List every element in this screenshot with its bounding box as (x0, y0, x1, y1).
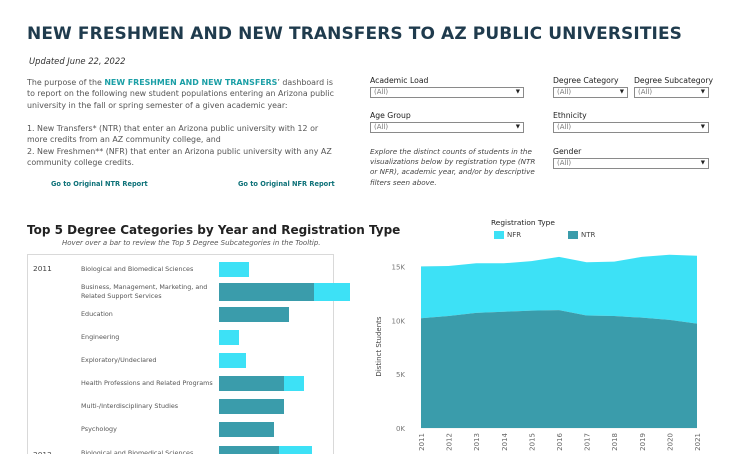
area-ntr[interactable] (421, 310, 697, 428)
distinct-students-area-chart[interactable]: 0K 5K 10K 15K 2011 2012 2013 2014 2015 2016 2017 20… (360, 245, 710, 454)
chevron-down-icon: ▼ (700, 160, 705, 166)
year-label-2012: 2012 (33, 450, 52, 454)
gender-select[interactable]: (All) ▼ (553, 158, 709, 169)
legend-label-nfr[interactable]: NFR (507, 231, 522, 239)
degree-category-label: Exploratory/Undeclared (81, 356, 157, 364)
bar-ntr[interactable] (219, 446, 279, 454)
x-tick-label: 2020 (666, 433, 674, 451)
academic-load-label: Academic Load (370, 76, 429, 85)
top5-title: Top 5 Degree Categories by Year and Regi… (27, 223, 401, 237)
degree-category-label: Engineering (81, 333, 120, 341)
academic-load-select[interactable]: (All) ▼ (370, 87, 524, 98)
bar-nfr[interactable] (219, 330, 239, 345)
degree-category-label: Biological and Biomedical Sciences (81, 265, 194, 273)
updated-date: Updated June 22, 2022 (29, 56, 126, 66)
ethnicity-select[interactable]: (All) ▼ (553, 122, 709, 133)
age-group-label: Age Group (370, 111, 411, 120)
go-to-ntr-report-link[interactable]: Go to Original NTR Report (51, 180, 148, 188)
legend-swatch-ntr[interactable] (568, 231, 578, 239)
chevron-down-icon: ▼ (515, 89, 520, 95)
bar-ntr[interactable] (219, 376, 284, 391)
degree-category-filter: Degree Category (All) ▼ (553, 76, 628, 98)
gender-label: Gender (553, 147, 582, 156)
age-group-filter: Age Group (All) ▼ (370, 111, 524, 133)
x-tick-label: 2016 (556, 432, 564, 450)
top5-bar-table: 2011 2012 Biological and Biomedical Scie… (27, 254, 350, 454)
year-label-2011: 2011 (33, 264, 52, 273)
bar-nfr[interactable] (219, 262, 249, 277)
degree-category-select[interactable]: (All) ▼ (553, 87, 628, 98)
y-axis-label: Distinct Students (375, 316, 383, 376)
academic-load-value: (All) (374, 88, 389, 96)
x-tick-label: 2019 (639, 433, 647, 451)
chevron-down-icon: ▼ (515, 124, 520, 130)
degree-subcategory-filter: Degree Subcategory (All) ▼ (634, 76, 714, 98)
chevron-down-icon: ▼ (700, 124, 705, 130)
gender-filter: Gender (All) ▼ (553, 147, 709, 169)
bar-nfr[interactable] (219, 353, 246, 368)
legend-swatch-nfr[interactable] (494, 231, 504, 239)
x-tick-label: 2015 (528, 433, 536, 451)
degree-category-label: Degree Category (553, 76, 619, 85)
y-tick-label: 15K (392, 264, 406, 272)
degree-category-value: (All) (557, 88, 572, 96)
x-tick-label: 2017 (584, 433, 592, 451)
gender-value: (All) (557, 159, 572, 167)
x-tick-label: 2013 (473, 433, 481, 451)
intro-suffix: ’ dashboard is to report on the followin… (27, 78, 334, 110)
intro-highlight: NEW FRESHMEN AND NEW TRANSFERS (104, 78, 278, 87)
chevron-down-icon: ▼ (619, 89, 624, 95)
x-tick-label: 2014 (501, 432, 509, 450)
legend-label-ntr[interactable]: NTR (581, 231, 596, 239)
legend-title: Registration Type (491, 218, 555, 227)
y-tick-label: 0K (396, 425, 405, 433)
age-group-select[interactable]: (All) ▼ (370, 122, 524, 133)
degree-category-label: Education (81, 310, 113, 318)
age-group-value: (All) (374, 123, 389, 131)
intro-paragraph: The purpose of the NEW FRESHMEN AND NEW … (27, 77, 339, 111)
page-title: NEW FRESHMEN AND NEW TRANSFERS TO AZ PUB… (27, 24, 682, 44)
degree-category-label: Health Professions and Related Programs (81, 379, 213, 387)
explore-instructions: Explore the distinct counts of students … (370, 147, 536, 187)
x-tick-label: 2011 (418, 433, 426, 451)
y-tick-label: 5K (396, 371, 405, 379)
ethnicity-value: (All) (557, 123, 572, 131)
y-tick-label: 10K (392, 317, 406, 325)
bar-nfr[interactable] (284, 376, 304, 391)
bar-ntr[interactable] (219, 399, 284, 414)
ethnicity-label: Ethnicity (553, 111, 587, 120)
x-tick-label: 2018 (611, 433, 619, 451)
list-item-ntr: 1. New Transfers* (NTR) that enter an Ar… (27, 124, 319, 145)
degree-subcategory-label: Degree Subcategory (634, 76, 714, 85)
go-to-nfr-report-link[interactable]: Go to Original NFR Report (238, 180, 335, 188)
degree-category-label: Psychology (81, 425, 117, 433)
population-list: 1. New Transfers* (NTR) that enter an Ar… (27, 123, 339, 169)
ethnicity-filter: Ethnicity (All) ▼ (553, 111, 709, 133)
degree-category-label: Multi-/Interdisciplinary Studies (81, 402, 179, 410)
degree-subcategory-select[interactable]: (All) ▼ (634, 87, 709, 98)
chevron-down-icon: ▼ (700, 89, 705, 95)
x-tick-label: 2012 (446, 433, 454, 451)
intro-prefix: The purpose of the (27, 78, 105, 87)
top5-subtitle: Hover over a bar to review the Top 5 Deg… (62, 239, 321, 247)
degree-category-label: Business, Management, Marketing, and Rel… (81, 283, 208, 300)
bar-ntr[interactable] (219, 307, 289, 322)
bar-ntr[interactable] (219, 422, 274, 437)
bar-nfr[interactable] (314, 283, 350, 301)
academic-load-filter: Academic Load (All) ▼ (370, 76, 524, 98)
x-tick-label: 2021 (694, 433, 702, 451)
list-item-nfr: 2. New Freshmen** (NFR) that enter an Ar… (27, 146, 332, 168)
degree-category-label: Biological and Biomedical Sciences (81, 449, 194, 454)
degree-subcategory-value: (All) (638, 88, 653, 96)
bar-nfr[interactable] (279, 446, 312, 454)
area-nfr[interactable] (421, 254, 697, 324)
bar-ntr[interactable] (219, 283, 314, 301)
